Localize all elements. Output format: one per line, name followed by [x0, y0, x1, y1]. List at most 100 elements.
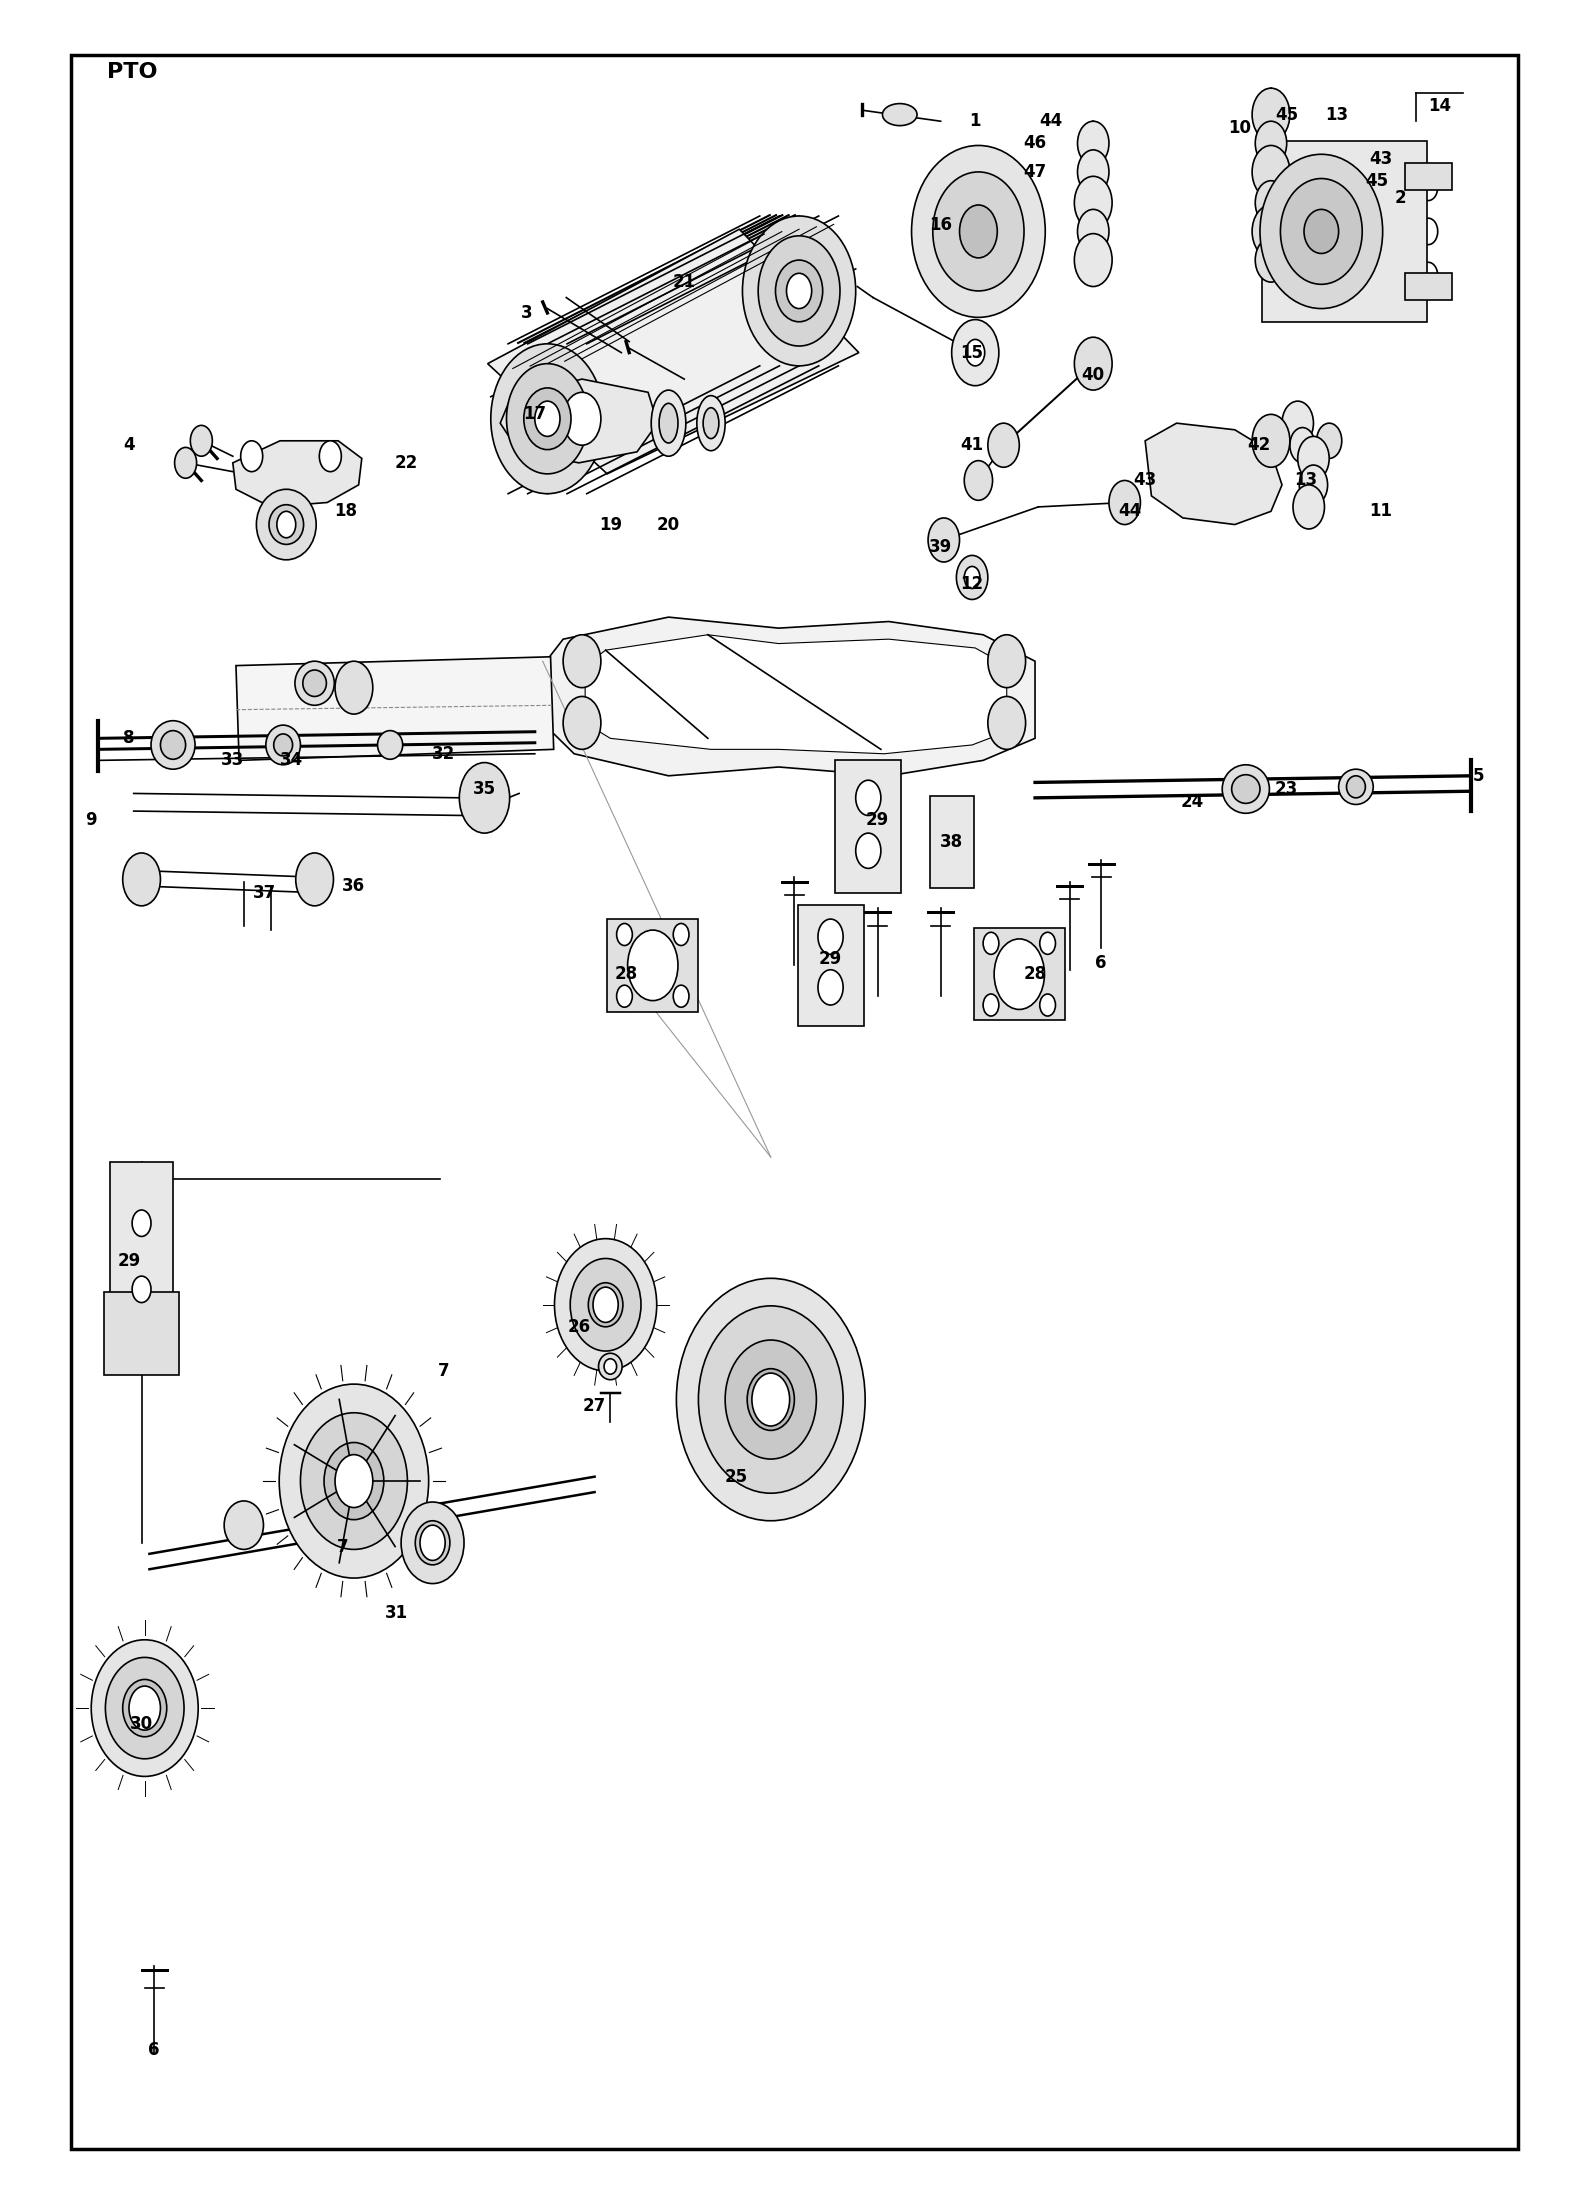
- Circle shape: [535, 401, 560, 436]
- Ellipse shape: [703, 408, 719, 439]
- Bar: [930, 796, 974, 888]
- Ellipse shape: [269, 505, 304, 544]
- Ellipse shape: [91, 1640, 198, 1776]
- Circle shape: [964, 566, 980, 588]
- Text: 31: 31: [385, 1605, 407, 1622]
- Text: 4: 4: [123, 436, 135, 454]
- Ellipse shape: [697, 397, 725, 452]
- Text: 19: 19: [599, 516, 621, 533]
- Ellipse shape: [882, 104, 917, 126]
- Text: 41: 41: [961, 436, 983, 454]
- Ellipse shape: [555, 1239, 658, 1371]
- Circle shape: [132, 1203, 151, 1230]
- Ellipse shape: [698, 1305, 843, 1494]
- Ellipse shape: [569, 1258, 642, 1351]
- Ellipse shape: [676, 1278, 865, 1521]
- Ellipse shape: [659, 403, 678, 443]
- Polygon shape: [233, 441, 362, 507]
- Ellipse shape: [225, 1501, 264, 1549]
- Text: 30: 30: [131, 1715, 153, 1732]
- Polygon shape: [488, 229, 859, 474]
- Text: 35: 35: [473, 780, 495, 798]
- Bar: [1406, 150, 1425, 313]
- Circle shape: [123, 853, 160, 906]
- Circle shape: [190, 425, 212, 456]
- Text: 5: 5: [1472, 767, 1485, 785]
- Ellipse shape: [524, 388, 571, 450]
- Ellipse shape: [300, 1413, 407, 1549]
- Circle shape: [1317, 423, 1342, 458]
- Circle shape: [818, 970, 843, 1005]
- Text: 13: 13: [1326, 106, 1348, 123]
- Text: 7: 7: [437, 1362, 450, 1380]
- Circle shape: [1078, 121, 1109, 165]
- Circle shape: [132, 1270, 151, 1296]
- Circle shape: [129, 1686, 160, 1730]
- Ellipse shape: [747, 1369, 794, 1430]
- Text: 44: 44: [1118, 503, 1140, 520]
- Bar: [798, 904, 864, 1025]
- Text: 32: 32: [433, 745, 455, 763]
- Text: 6: 6: [1095, 954, 1107, 972]
- Circle shape: [939, 798, 964, 833]
- Circle shape: [1040, 932, 1055, 954]
- Circle shape: [956, 555, 988, 599]
- Text: 28: 28: [615, 965, 637, 983]
- Text: 46: 46: [1024, 134, 1046, 152]
- Text: 29: 29: [820, 950, 842, 968]
- Ellipse shape: [1260, 154, 1383, 309]
- Text: 45: 45: [1365, 172, 1387, 190]
- Polygon shape: [500, 379, 658, 463]
- Circle shape: [1252, 88, 1290, 141]
- Ellipse shape: [651, 390, 686, 456]
- Circle shape: [1419, 174, 1438, 201]
- Text: 29: 29: [867, 811, 889, 829]
- Circle shape: [856, 780, 881, 815]
- Ellipse shape: [604, 1358, 617, 1375]
- Text: 7: 7: [337, 1538, 349, 1556]
- Ellipse shape: [933, 172, 1024, 291]
- Ellipse shape: [151, 721, 195, 769]
- Circle shape: [1255, 181, 1287, 225]
- Ellipse shape: [401, 1503, 464, 1582]
- Circle shape: [1290, 428, 1315, 463]
- Polygon shape: [543, 617, 1035, 776]
- Circle shape: [983, 994, 999, 1016]
- Circle shape: [988, 423, 1019, 467]
- Bar: [607, 919, 698, 1012]
- Text: 24: 24: [1181, 793, 1203, 811]
- Circle shape: [628, 930, 678, 1001]
- Text: 45: 45: [1276, 106, 1298, 123]
- Ellipse shape: [491, 344, 604, 494]
- Circle shape: [1074, 337, 1112, 390]
- Circle shape: [459, 763, 510, 833]
- Circle shape: [1074, 176, 1112, 229]
- Circle shape: [277, 511, 296, 538]
- Circle shape: [1109, 480, 1140, 525]
- Circle shape: [1078, 209, 1109, 253]
- Text: 29: 29: [118, 1252, 140, 1270]
- Polygon shape: [236, 657, 554, 760]
- Ellipse shape: [266, 725, 300, 765]
- Text: 34: 34: [280, 752, 302, 769]
- Text: 15: 15: [961, 344, 983, 361]
- Ellipse shape: [1222, 765, 1269, 813]
- Circle shape: [752, 1373, 790, 1426]
- Ellipse shape: [1280, 179, 1362, 284]
- Circle shape: [420, 1525, 445, 1560]
- Text: 36: 36: [343, 877, 365, 895]
- Ellipse shape: [742, 216, 856, 366]
- Text: 21: 21: [673, 273, 695, 291]
- Ellipse shape: [280, 1384, 428, 1578]
- Ellipse shape: [324, 1441, 384, 1521]
- Text: 28: 28: [1024, 965, 1046, 983]
- Circle shape: [983, 932, 999, 954]
- Bar: [835, 760, 901, 893]
- Text: 26: 26: [568, 1318, 590, 1336]
- Text: 20: 20: [658, 516, 680, 533]
- Text: 43: 43: [1370, 150, 1392, 168]
- Ellipse shape: [599, 1353, 623, 1380]
- Ellipse shape: [160, 732, 186, 758]
- Circle shape: [1298, 436, 1329, 480]
- Circle shape: [818, 919, 843, 954]
